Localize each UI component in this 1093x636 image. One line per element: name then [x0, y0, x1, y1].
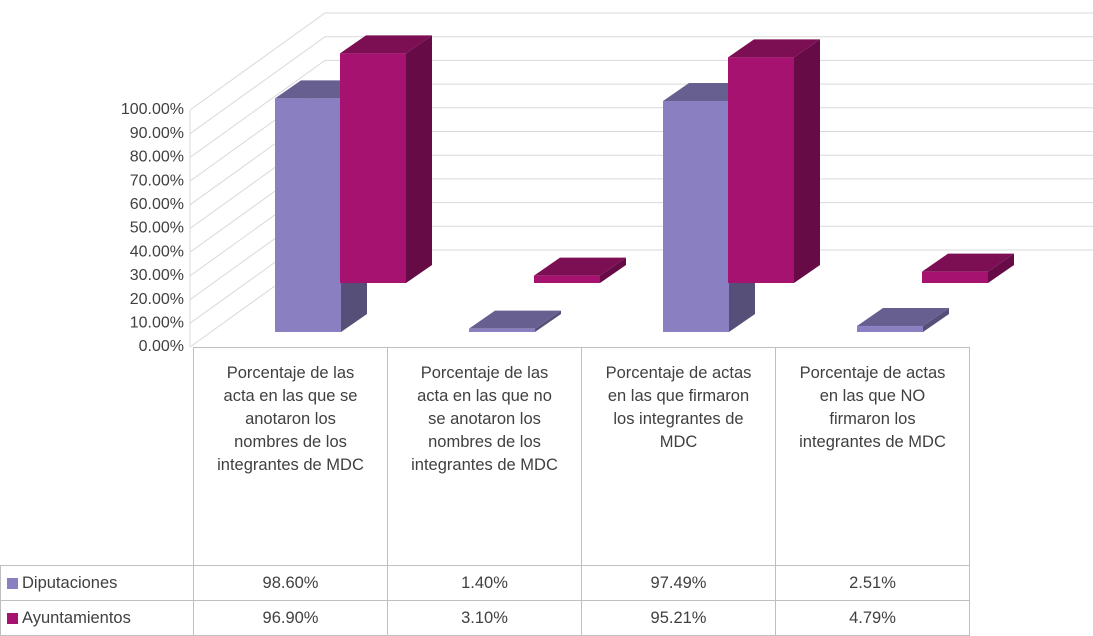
- bar: [275, 98, 341, 333]
- table-header: Porcentaje de las acta en las que se ano…: [193, 347, 388, 566]
- legend-swatch: [7, 577, 18, 589]
- y-tick-label: 20.00%: [130, 291, 184, 308]
- y-tick-label: 90.00%: [130, 125, 184, 142]
- grid-line: [189, 12, 1093, 111]
- bar-top: [728, 39, 820, 58]
- bar-side: [923, 308, 949, 332]
- y-tick-label: 50.00%: [130, 220, 184, 237]
- legend-swatch: [7, 612, 18, 624]
- legend-label: Ayuntamientos: [22, 608, 131, 627]
- bar: [663, 100, 729, 332]
- data-label: 1.40%: [387, 565, 582, 601]
- data-label: 96.90%: [193, 600, 388, 636]
- bar-side: [794, 39, 820, 284]
- bar: [728, 57, 794, 284]
- bar: [857, 326, 923, 332]
- y-tick-label: 70.00%: [130, 172, 184, 189]
- data-label: 98.60%: [193, 565, 388, 601]
- bar-top: [857, 308, 949, 327]
- table-header: Porcentaje de actas en las que firmaron …: [581, 347, 776, 566]
- bar-top: [922, 253, 1014, 272]
- table-header: Porcentaje de actas en las que NO firmar…: [775, 347, 970, 566]
- bar-top: [469, 310, 561, 329]
- y-tick-label: 10.00%: [130, 315, 184, 332]
- bar: [534, 275, 600, 283]
- data-label: 4.79%: [775, 600, 970, 636]
- grid-line: [189, 36, 1093, 135]
- bar-side: [535, 310, 561, 332]
- grid-line: [189, 59, 1093, 158]
- bar-top: [534, 257, 626, 276]
- legend-label: Diputaciones: [22, 573, 118, 592]
- bar-side: [600, 257, 626, 283]
- bar-side: [988, 253, 1014, 283]
- bar-top: [340, 35, 432, 54]
- y-tick-label: 0.00%: [139, 338, 184, 355]
- y-tick-label: 100.00%: [121, 101, 184, 118]
- y-tick-label: 80.00%: [130, 149, 184, 166]
- y-tick-label: 30.00%: [130, 267, 184, 284]
- data-label: 97.49%: [581, 565, 776, 601]
- bar: [469, 328, 535, 332]
- data-label: 3.10%: [387, 600, 582, 636]
- legend-entry: Ayuntamientos: [0, 600, 194, 636]
- bar: [340, 53, 406, 283]
- y-tick-label: 40.00%: [130, 243, 184, 260]
- bar-side: [406, 35, 432, 283]
- y-tick-label: 60.00%: [130, 196, 184, 213]
- data-label: 95.21%: [581, 600, 776, 636]
- bar: [922, 271, 988, 283]
- data-label: 2.51%: [775, 565, 970, 601]
- table-header: Porcentaje de las acta en las que no se …: [387, 347, 582, 566]
- legend-entry: Diputaciones: [0, 565, 194, 601]
